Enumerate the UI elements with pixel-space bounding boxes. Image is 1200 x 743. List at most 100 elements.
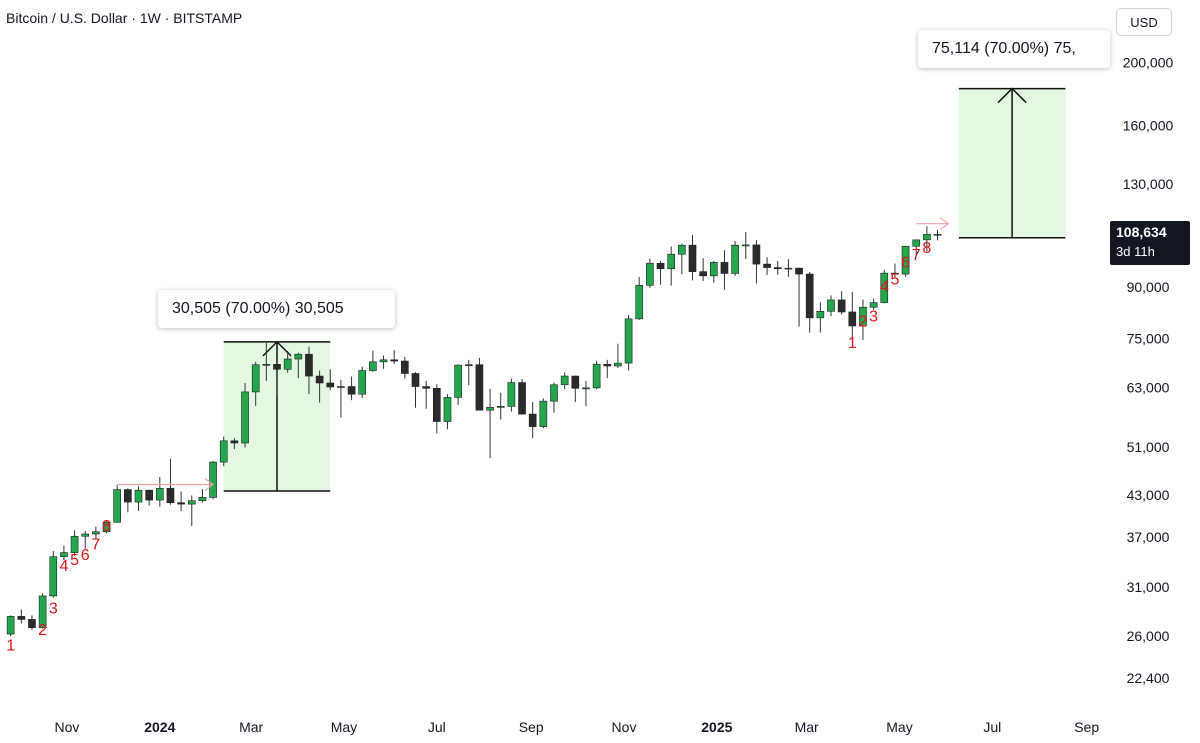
candle-body: [145, 489, 153, 501]
count-label: 4: [880, 278, 889, 295]
candle-body: [49, 556, 58, 597]
symbol-title: Bitcoin / U.S. Dollar · 1W · BITSTAMP: [6, 10, 243, 26]
price-tick-label: 63,000: [1127, 379, 1170, 395]
candle-body: [187, 500, 196, 505]
candle-body: [933, 233, 942, 236]
candle-body: [656, 262, 665, 270]
count-label: 3: [869, 308, 878, 325]
candle-body: [315, 375, 324, 384]
candle-body: [38, 595, 47, 628]
count-label: 8: [102, 518, 111, 535]
count-label: 7: [912, 247, 921, 264]
candle-body: [741, 244, 750, 247]
candle-body: [28, 619, 36, 628]
candle-body: [571, 375, 580, 389]
candle-body: [496, 406, 505, 408]
candle-body: [241, 391, 249, 444]
bar-countdown: 3d 11h: [1116, 244, 1155, 259]
count-label: 5: [890, 272, 899, 289]
count-label: 5: [70, 552, 79, 569]
candle-body: [81, 533, 90, 537]
candle-body: [379, 359, 388, 363]
candles-layer: [6, 226, 942, 637]
time-tick-label: May: [886, 719, 912, 735]
count-label: 2: [859, 313, 868, 330]
candle-body: [507, 382, 516, 407]
count-label: 6: [901, 255, 910, 272]
candle-body: [667, 253, 676, 270]
candle-body: [475, 364, 484, 411]
candle-body: [209, 461, 217, 498]
time-axis[interactable]: Nov 2024 Mar May Jul Sep Nov 2025 Mar May Jul Sep: [55, 719, 1100, 735]
candle-body: [752, 244, 761, 265]
candle-body: [528, 413, 537, 427]
candle-body: [827, 299, 835, 312]
currency-selector[interactable]: USD: [1116, 8, 1172, 36]
count-label: 3: [49, 600, 58, 617]
candle-body: [880, 272, 889, 303]
measure-callout-2: 75,114 (70.00%) 75,: [918, 30, 1110, 68]
candle-body: [773, 267, 782, 270]
candle-body: [283, 358, 292, 370]
signal-arrows-layer: [117, 217, 950, 491]
candle-body: [422, 386, 430, 389]
candle-body: [443, 397, 452, 422]
candle-body: [891, 272, 899, 275]
candle-body: [155, 488, 164, 501]
candle-body: [784, 267, 793, 270]
time-tick-label: 2024: [144, 719, 175, 735]
candle-body: [912, 239, 921, 247]
candle-body: [219, 440, 228, 463]
signal-arrow-head-2: [939, 217, 950, 231]
candle-body: [17, 616, 26, 620]
candle-body: [92, 531, 100, 535]
price-tick-label: 31,000: [1127, 579, 1170, 595]
candle-body: [699, 271, 707, 277]
candle-body: [177, 502, 185, 505]
time-tick-label: May: [331, 719, 357, 735]
last-price-label: 108,634 3d 11h: [1110, 221, 1190, 265]
candle-body: [678, 244, 686, 255]
candle-body: [337, 386, 345, 388]
candle-body: [731, 244, 739, 274]
last-price-value: 108,634: [1116, 224, 1167, 240]
candle-body: [923, 234, 931, 241]
candle-body: [795, 267, 803, 275]
candle-body: [166, 488, 175, 504]
candle-body: [518, 382, 526, 415]
count-label: 1: [848, 335, 857, 352]
price-tick-label: 43,000: [1127, 487, 1170, 503]
candle-body: [390, 359, 399, 362]
candle-body: [688, 244, 697, 272]
candle-body: [550, 384, 558, 402]
projection-arrow-head-1: [262, 340, 292, 357]
price-axis[interactable]: 200,000 160,000 130,000 90,000 75,000 63,000 5…: [1123, 55, 1174, 686]
candle-body: [198, 497, 207, 502]
candle-body: [560, 375, 569, 386]
candle-body: [848, 311, 857, 327]
candle-body: [70, 535, 79, 553]
candle-body: [411, 373, 420, 387]
candle-body: [837, 299, 846, 313]
candle-body: [539, 400, 548, 427]
candle-body: [464, 364, 473, 367]
candle-body: [305, 353, 313, 377]
candle-body: [369, 361, 377, 371]
price-tick-label: 51,000: [1127, 439, 1170, 455]
count-label: 8: [922, 240, 931, 257]
signal-arrow-head-1: [204, 478, 215, 491]
time-tick-label: Mar: [239, 719, 263, 735]
price-tick-label: 26,000: [1127, 628, 1170, 644]
projection-arrow-head-2: [997, 87, 1027, 104]
candle-body: [273, 364, 281, 370]
count-label: 2: [38, 622, 47, 639]
time-tick-label: Nov: [55, 719, 80, 735]
candle-body: [646, 262, 654, 286]
candle-body: [859, 306, 867, 327]
candle-body: [262, 364, 271, 366]
candle-body: [294, 353, 303, 360]
candle-body: [326, 382, 335, 388]
candle-body: [401, 360, 409, 374]
